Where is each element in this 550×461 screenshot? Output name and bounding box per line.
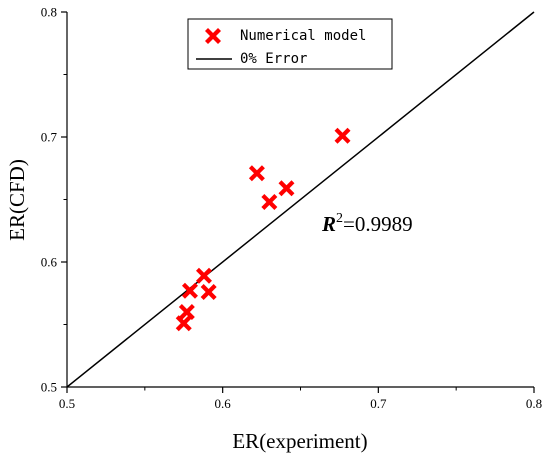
y-axis-title: ER(CFD) xyxy=(5,159,29,241)
data-point xyxy=(200,284,217,300)
x-tick-label: 0.8 xyxy=(526,396,542,411)
x-tick-label: 0.5 xyxy=(59,396,75,411)
y-tick-label: 0.7 xyxy=(41,130,58,145)
data-point xyxy=(261,194,278,210)
legend-marker-numerical-model xyxy=(205,28,221,44)
legend-box xyxy=(187,18,393,70)
data-point-stroke xyxy=(178,304,195,320)
x-tick-label: 0.6 xyxy=(215,396,232,411)
r-squared-variable: R xyxy=(321,212,336,236)
data-point xyxy=(181,282,198,299)
data-layer xyxy=(66,11,535,388)
y-tick-label: 0.5 xyxy=(41,380,57,395)
legend: Numerical model 0% Error xyxy=(187,18,393,70)
x-tick-label: 0.7 xyxy=(370,396,387,411)
data-point xyxy=(175,315,192,332)
data-point xyxy=(196,267,212,284)
data-point-stroke xyxy=(181,282,198,299)
data-point-stroke xyxy=(261,194,278,210)
data-point-stroke xyxy=(200,284,217,300)
data-point-stroke xyxy=(196,267,212,284)
data-point-stroke xyxy=(175,315,192,332)
legend-x-marker-stroke xyxy=(205,28,221,44)
data-point xyxy=(278,180,295,197)
legend-x-marker xyxy=(205,28,221,44)
legend-label-zero-error: 0% Error xyxy=(240,51,307,67)
data-point xyxy=(178,304,195,320)
data-point-stroke xyxy=(248,165,265,182)
data-point-stroke xyxy=(278,180,295,197)
r-squared-annotation: R2=0.9989 xyxy=(321,211,413,236)
tick-marks xyxy=(61,11,535,393)
r-squared-exponent: 2 xyxy=(336,211,343,226)
data-point-stroke xyxy=(334,127,351,144)
r-squared-value: =0.9989 xyxy=(343,212,413,236)
legend-label-numerical-model: Numerical model xyxy=(240,28,366,44)
y-tick-label: 0.6 xyxy=(41,255,58,270)
y-tick-label: 0.8 xyxy=(41,5,57,20)
data-point xyxy=(334,127,351,144)
zero-error-line xyxy=(66,11,535,388)
x-axis-title: ER(experiment) xyxy=(232,429,367,453)
tick-labels: 0.5 0.6 0.7 0.8 0.5 0.6 0.7 0.8 xyxy=(41,5,542,412)
data-point xyxy=(248,165,265,182)
